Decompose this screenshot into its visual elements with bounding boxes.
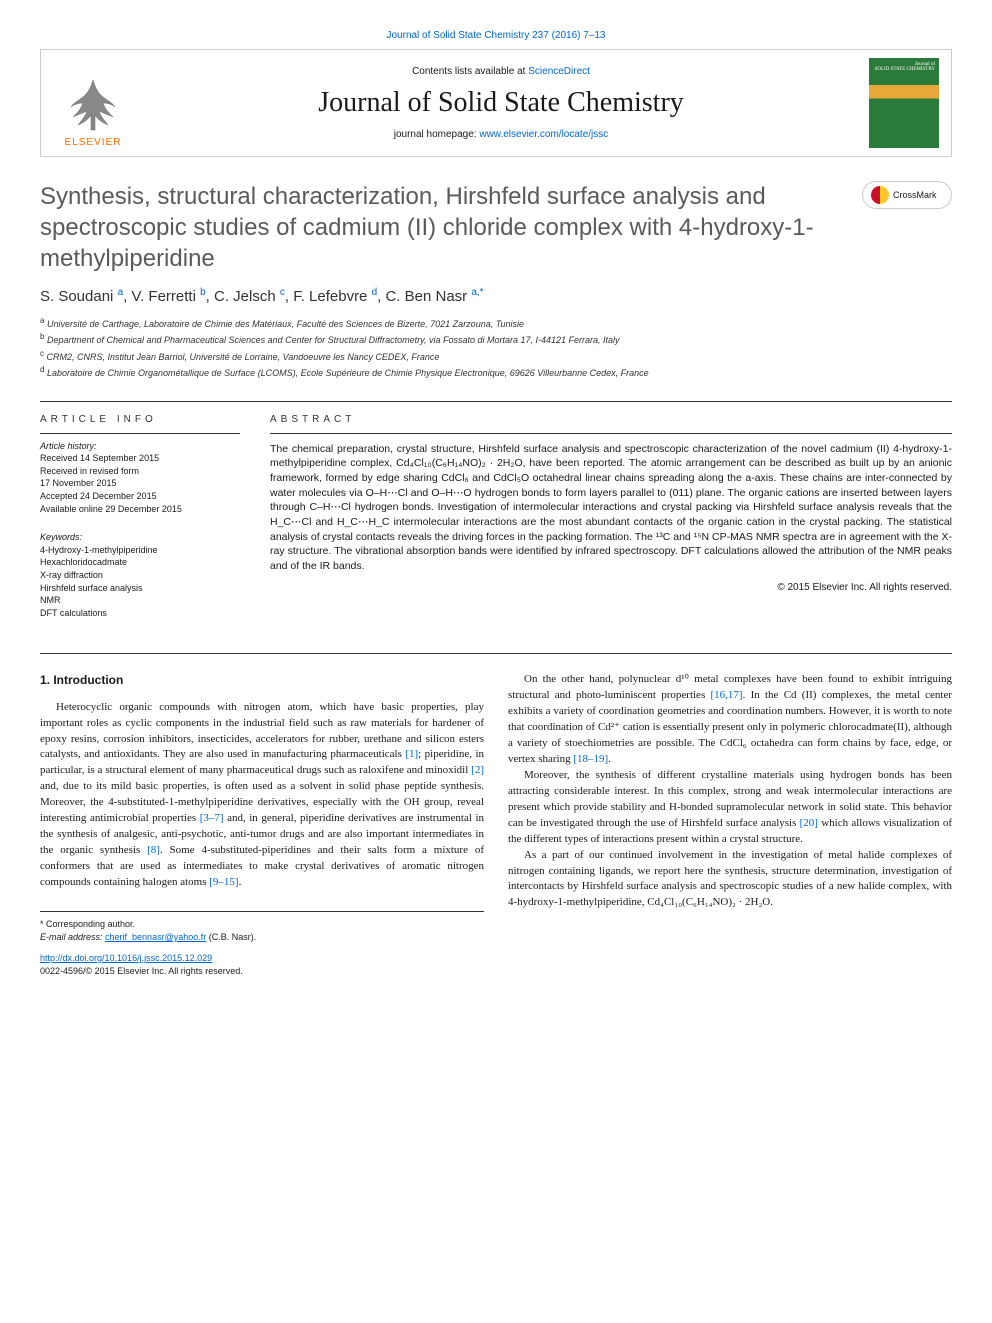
body-paragraph: Heterocyclic organic compounds with nitr… xyxy=(40,700,484,891)
email-label: E-mail address: xyxy=(40,932,105,942)
keyword: X-ray diffraction xyxy=(40,569,240,582)
article-history-block: Article history: Received 14 September 2… xyxy=(40,433,240,516)
abstract-text: The chemical preparation, crystal struct… xyxy=(270,433,952,574)
keyword: DFT calculations xyxy=(40,607,240,620)
affiliation-d: d Laboratoire de Chimie Organométallique… xyxy=(40,364,952,381)
homepage-label: journal homepage: xyxy=(394,129,480,140)
body-column-left: 1. Introduction Heterocyclic organic com… xyxy=(40,672,484,978)
affiliation-b: b Department of Chemical and Pharmaceuti… xyxy=(40,331,952,348)
journal-name: Journal of Solid State Chemistry xyxy=(133,87,869,119)
elsevier-logo: ELSEVIER xyxy=(53,58,133,148)
affiliations: a Université de Carthage, Laboratoire de… xyxy=(40,315,952,381)
crossmark-icon xyxy=(871,186,889,204)
history-line: Received 14 September 2015 xyxy=(40,452,240,465)
title-row: Synthesis, structural characterization, … xyxy=(40,181,952,275)
authors-line: S. Soudani a, V. Ferretti b, C. Jelsch c… xyxy=(40,287,952,305)
affiliation-c: c CRM2, CNRS, Institut Jean Barriol, Uni… xyxy=(40,348,952,365)
divider xyxy=(40,401,952,402)
email-link[interactable]: cherif_bennasr@yahoo.fr xyxy=(105,932,206,942)
history-label: Article history: xyxy=(40,440,240,453)
keyword: Hexachloridocadmate xyxy=(40,556,240,569)
history-line: Accepted 24 December 2015 xyxy=(40,490,240,503)
elsevier-tree-icon xyxy=(63,75,123,135)
keyword: Hirshfeld surface analysis xyxy=(40,582,240,595)
keywords-block: Keywords: 4-Hydroxy-1-methylpiperidine H… xyxy=(40,525,240,619)
article-info-heading: ARTICLE INFO xyxy=(40,414,240,425)
info-abstract-row: ARTICLE INFO Article history: Received 1… xyxy=(40,414,952,630)
introduction-heading: 1. Introduction xyxy=(40,672,484,689)
contents-text: Contents lists available at xyxy=(412,66,528,77)
body-paragraph: As a part of our continued involvement i… xyxy=(508,848,952,912)
homepage-line: journal homepage: www.elsevier.com/locat… xyxy=(133,129,869,140)
body-columns: 1. Introduction Heterocyclic organic com… xyxy=(40,672,952,978)
elsevier-text: ELSEVIER xyxy=(65,137,122,148)
body-paragraph: On the other hand, polynuclear d¹⁰ metal… xyxy=(508,672,952,768)
divider xyxy=(40,653,952,654)
homepage-link[interactable]: www.elsevier.com/locate/jssc xyxy=(479,129,608,140)
affiliation-a: a Université de Carthage, Laboratoire de… xyxy=(40,315,952,332)
body-column-right: On the other hand, polynuclear d¹⁰ metal… xyxy=(508,672,952,978)
abstract-column: ABSTRACT The chemical preparation, cryst… xyxy=(270,414,952,630)
doi-link[interactable]: http://dx.doi.org/10.1016/j.jssc.2015.12… xyxy=(40,953,212,963)
header-center: Contents lists available at ScienceDirec… xyxy=(133,66,869,140)
issn-copyright: 0022-4596/© 2015 Elsevier Inc. All right… xyxy=(40,965,484,978)
abstract-heading: ABSTRACT xyxy=(270,414,952,425)
keyword: NMR xyxy=(40,594,240,607)
email-name: (C.B. Nasr). xyxy=(206,932,256,942)
crossmark-badge[interactable]: CrossMark xyxy=(862,181,952,209)
footer-block: * Corresponding author. E-mail address: … xyxy=(40,911,484,978)
crossmark-text: CrossMark xyxy=(893,190,937,200)
journal-cover-thumbnail: Journal of SOLID STATE CHEMISTRY xyxy=(869,58,939,148)
cover-title-line2: SOLID STATE CHEMISTRY xyxy=(873,67,935,72)
journal-header-box: ELSEVIER Contents lists available at Sci… xyxy=(40,49,952,157)
doi-line: http://dx.doi.org/10.1016/j.jssc.2015.12… xyxy=(40,952,484,965)
article-title: Synthesis, structural characterization, … xyxy=(40,181,850,275)
history-line: Available online 29 December 2015 xyxy=(40,503,240,516)
volume-issue-link[interactable]: Journal of Solid State Chemistry 237 (20… xyxy=(40,30,952,41)
body-paragraph: Moreover, the synthesis of different cry… xyxy=(508,768,952,848)
corresponding-author-note: * Corresponding author. xyxy=(40,918,484,931)
abstract-copyright: © 2015 Elsevier Inc. All rights reserved… xyxy=(270,582,952,593)
email-line: E-mail address: cherif_bennasr@yahoo.fr … xyxy=(40,931,484,944)
article-info-column: ARTICLE INFO Article history: Received 1… xyxy=(40,414,240,630)
history-line: Received in revised form xyxy=(40,465,240,478)
contents-line: Contents lists available at ScienceDirec… xyxy=(133,66,869,77)
keywords-label: Keywords: xyxy=(40,531,240,544)
history-line: 17 November 2015 xyxy=(40,477,240,490)
keyword: 4-Hydroxy-1-methylpiperidine xyxy=(40,544,240,557)
sciencedirect-link[interactable]: ScienceDirect xyxy=(528,66,590,77)
